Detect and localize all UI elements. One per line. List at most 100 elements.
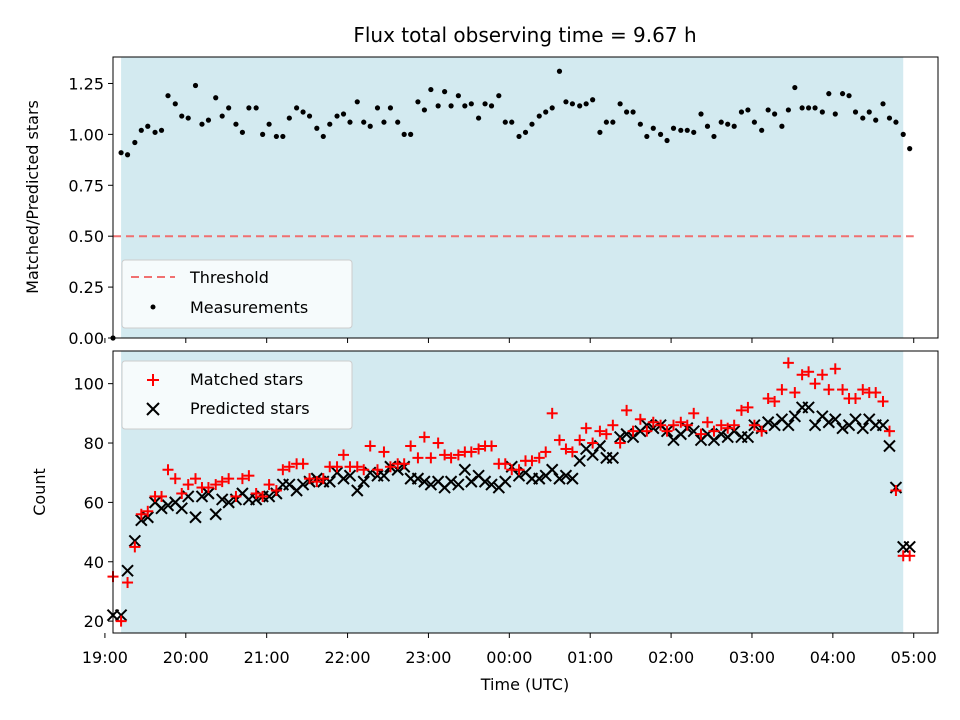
predicted-star-point — [808, 419, 822, 432]
x-tick-label: 02:00 — [648, 648, 694, 667]
measurement-point — [522, 129, 529, 135]
measurement-point — [630, 109, 636, 115]
measurement-point — [205, 117, 212, 123]
matched-star-point — [655, 419, 667, 431]
measurement-point — [179, 113, 185, 119]
matched-star-point — [202, 482, 214, 494]
measurement-point — [569, 101, 576, 107]
measurement-point — [529, 121, 535, 127]
matched-star-point — [594, 425, 606, 437]
measurement-point — [145, 123, 151, 129]
predicted-star-point — [357, 475, 370, 488]
measurement-point — [785, 107, 791, 113]
measurement-point — [286, 115, 292, 121]
measurement-point — [192, 82, 199, 89]
predicted-star-point — [883, 439, 896, 453]
bottom-panel: 20 40 60 80 100 Count Matched stars Predicte… — [30, 350, 939, 634]
matched-star-point — [708, 425, 720, 437]
measurement-point — [152, 129, 158, 135]
matched-star-point — [230, 490, 242, 502]
measurement-point — [873, 117, 879, 123]
matched-star-point — [762, 392, 774, 404]
top-y-tick-label: 0.00 — [68, 329, 104, 348]
matched-star-point — [526, 455, 538, 467]
measurement-point — [387, 105, 394, 111]
predicted-star-point — [296, 478, 310, 491]
predicted-star-point — [485, 478, 498, 491]
matched-star-point — [533, 452, 545, 464]
measurement-point — [314, 125, 320, 131]
matched-star-point — [816, 369, 828, 381]
measurement-point — [516, 133, 522, 140]
matched-star-point — [621, 404, 633, 416]
predicted-star-point — [135, 513, 148, 527]
predicted-star-point — [215, 493, 229, 506]
predicted-star-point — [478, 475, 492, 488]
measurement-point — [361, 119, 367, 125]
matched-star-point — [499, 458, 511, 470]
matched-star-point — [297, 458, 309, 470]
matched-star-point — [722, 422, 734, 434]
matched-star-point — [358, 464, 370, 476]
predicted-star-point — [903, 540, 916, 554]
predicted-star-point — [788, 410, 802, 423]
measurement-point — [670, 125, 677, 131]
measurement-point — [792, 84, 798, 91]
predicted-star-point — [262, 490, 276, 503]
matched-star-point — [823, 384, 835, 396]
top-y-tick-label: 1.25 — [68, 74, 104, 93]
bottom-y-tick-label: 40 — [84, 553, 104, 572]
measurement-point — [751, 119, 757, 125]
measurement-point — [219, 113, 225, 119]
measurement-point — [812, 105, 818, 111]
matched-star-point — [641, 425, 653, 437]
matched-star-point — [263, 479, 275, 491]
predicted-star-point — [782, 419, 795, 432]
matched-star-point — [647, 416, 659, 428]
bottom-axes-frame — [112, 350, 939, 634]
predicted-star-point — [849, 413, 862, 426]
measurement-point — [320, 133, 326, 140]
measurement-point — [549, 105, 555, 111]
measurement-point — [502, 119, 508, 125]
measurement-point — [563, 99, 569, 105]
measurement-point — [158, 127, 165, 133]
measurement-point — [536, 113, 542, 119]
bottom-y-axis-label: Count — [30, 468, 49, 516]
predicted-star-point — [202, 487, 215, 500]
matched-star-point — [782, 357, 794, 369]
matched-star-point — [614, 437, 626, 449]
measurement-point — [306, 113, 313, 119]
matched-star-point — [857, 384, 869, 396]
matched-star-point — [277, 464, 289, 476]
measurement-point — [556, 68, 563, 74]
legend-predicted-swatch — [146, 402, 160, 416]
measurement-point — [650, 125, 656, 131]
top-y-tick-label: 0.50 — [68, 227, 104, 246]
measurement-point — [610, 119, 616, 125]
measurement-point — [395, 119, 401, 125]
measurement-point — [509, 119, 515, 125]
measurement-point — [866, 109, 872, 115]
x-tick-label: 04:00 — [810, 648, 856, 667]
measurement-point — [260, 131, 266, 137]
x-tick-label: 22:00 — [325, 648, 371, 667]
predicted-star-point — [545, 463, 559, 476]
measurement-point — [448, 103, 454, 109]
measurement-point — [462, 103, 468, 109]
measurement-point — [132, 139, 138, 146]
matched-star-point — [607, 419, 619, 431]
measurement-point — [428, 86, 434, 93]
bottom-y-tick-label: 20 — [84, 612, 104, 631]
predicted-star-point — [499, 475, 512, 488]
predicted-star-point — [836, 421, 849, 435]
predicted-star-point — [155, 502, 168, 515]
matched-star-point — [513, 464, 525, 476]
measurement-point — [839, 91, 846, 97]
matched-star-point — [176, 487, 188, 499]
predicted-star-point — [586, 448, 599, 462]
predicted-star-point — [566, 472, 579, 485]
predicted-star-point — [452, 478, 465, 491]
measurement-point — [496, 93, 502, 99]
matched-star-point — [425, 452, 437, 464]
